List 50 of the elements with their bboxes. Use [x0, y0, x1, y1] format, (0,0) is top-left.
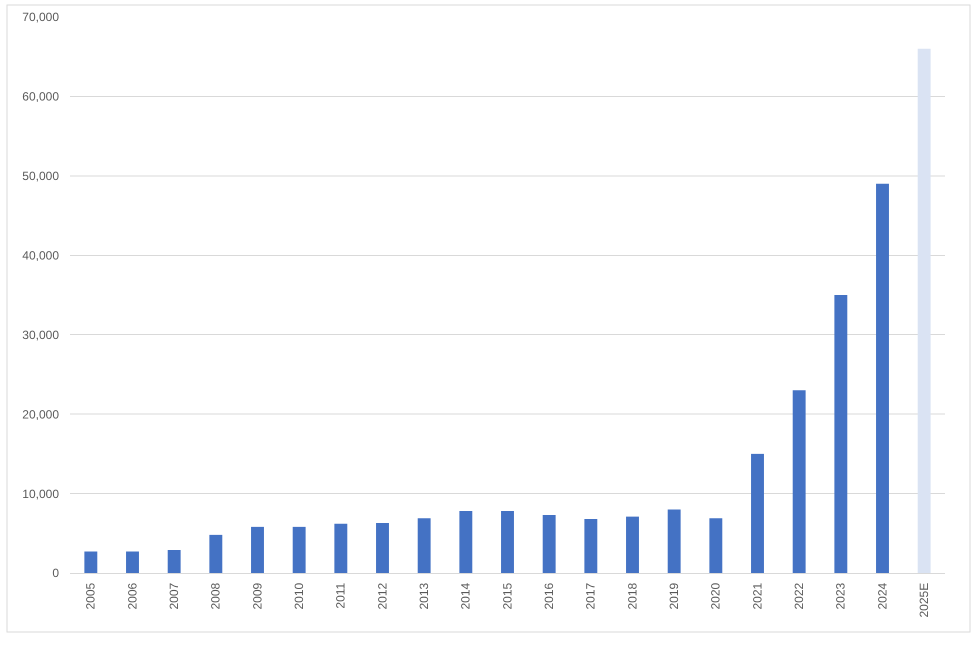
bar — [501, 511, 514, 573]
bar — [459, 511, 472, 573]
bar — [751, 454, 764, 573]
bar — [251, 526, 264, 573]
bar — [292, 526, 306, 573]
bar — [126, 552, 139, 573]
bar — [84, 552, 98, 573]
x-tick-label: 2013 — [417, 582, 432, 610]
x-tick-label: 2019 — [667, 582, 682, 610]
x-tick-label: 2005 — [84, 582, 98, 610]
x-tick-label: 2018 — [625, 582, 640, 610]
bar — [918, 48, 931, 573]
y-tick-label: 30,000 — [22, 328, 60, 342]
x-tick-label: 2008 — [208, 582, 223, 610]
bar — [418, 518, 431, 573]
y-tick-label: 50,000 — [22, 169, 60, 184]
x-tick-label: 2016 — [542, 582, 556, 610]
x-tick-label: 2006 — [125, 582, 140, 610]
bar — [376, 522, 389, 573]
x-tick-label: 2010 — [292, 582, 306, 610]
bar — [584, 518, 598, 573]
x-tick-label: 2021 — [750, 582, 764, 610]
x-tick-label: 2011 — [334, 582, 348, 609]
x-tick-label: 2023 — [834, 582, 848, 610]
x-tick-label: 2020 — [708, 582, 723, 610]
x-tick-label: 2007 — [167, 582, 182, 610]
y-tick-label: 20,000 — [22, 407, 60, 422]
x-tick-label: 2012 — [375, 582, 390, 610]
x-tick-label: 2015 — [500, 582, 514, 610]
bar — [876, 184, 889, 573]
bar — [709, 518, 722, 573]
bar — [334, 524, 348, 573]
bar — [834, 295, 848, 573]
y-tick-label: 70,000 — [22, 10, 60, 24]
bar — [668, 509, 681, 573]
y-tick-label: 0 — [52, 566, 60, 580]
x-tick-label: 2025E — [917, 582, 932, 618]
bar — [168, 550, 181, 573]
bar — [542, 515, 556, 573]
y-tick-label: 60,000 — [22, 90, 60, 104]
x-tick-label: 2022 — [792, 582, 806, 610]
x-tick-label: 2014 — [458, 582, 473, 610]
x-tick-label: 2017 — [584, 582, 598, 610]
y-tick-label: 10,000 — [22, 486, 60, 501]
bar — [209, 534, 222, 573]
bar — [792, 390, 806, 573]
x-tick-label: 2009 — [250, 582, 264, 610]
y-tick-label: 40,000 — [22, 248, 60, 262]
bar — [626, 516, 639, 573]
x-tick-label: 2024 — [875, 582, 890, 610]
